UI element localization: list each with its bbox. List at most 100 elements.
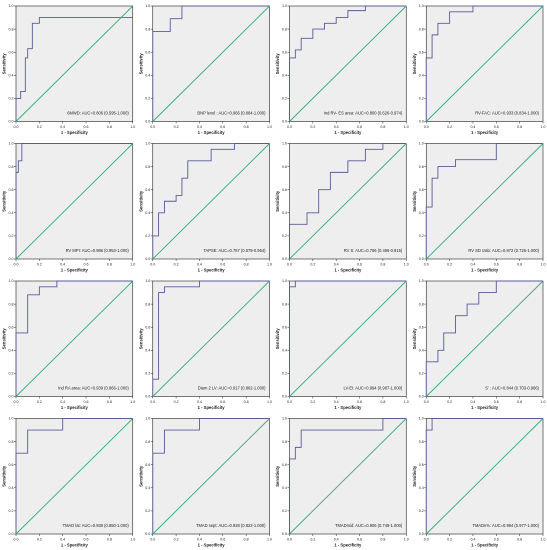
x-tick-label: 0.8 bbox=[107, 538, 112, 542]
roc-curve bbox=[15, 17, 133, 122]
auc-annotation: RV S: AUC=0.706 (0.496-0.915) bbox=[344, 248, 403, 253]
y-tick-label: 0.8 bbox=[282, 440, 287, 444]
reference-line bbox=[289, 143, 407, 260]
y-tick-label: 0.2 bbox=[419, 509, 424, 513]
y-tick-label: 0.6 bbox=[419, 325, 424, 329]
roc-panel: 0.0 0.2 0.4 0.6 0.8 1.0 0.0 0.2 0.4 0.6 0.8 1.0 1 - … bbox=[275, 4, 409, 135]
x-tick-label: 0.0 bbox=[150, 125, 155, 129]
y-tick-label: 0.0 bbox=[282, 120, 287, 124]
x-axis-label: 1 - Specificity bbox=[61, 130, 89, 135]
y-tick-label: 0.8 bbox=[9, 165, 14, 169]
y-tick-label: 0.6 bbox=[145, 188, 150, 192]
x-tick-label: 0.6 bbox=[220, 125, 225, 129]
roc-curve bbox=[152, 280, 270, 397]
roc-curve bbox=[289, 280, 407, 397]
x-tick-label: 0.8 bbox=[380, 263, 385, 267]
auc-annotation: Diam 2 LV: AUC=0.917 (0.802-1.000) bbox=[198, 386, 266, 391]
y-tick-label: 0.0 bbox=[145, 257, 150, 261]
x-tick-label: 0.2 bbox=[310, 125, 315, 129]
x-tick-label: 0.4 bbox=[60, 125, 65, 129]
x-tick-label: 0.0 bbox=[14, 400, 19, 404]
y-tick-label: 0.2 bbox=[282, 97, 287, 101]
y-tick-label: 0.4 bbox=[282, 211, 287, 215]
x-tick-label: 0.2 bbox=[447, 263, 452, 267]
roc-curve bbox=[425, 280, 543, 397]
x-tick-label: 0.4 bbox=[470, 400, 475, 404]
reference-line bbox=[289, 5, 407, 122]
x-tick-label: 0.6 bbox=[84, 538, 89, 542]
y-tick-label: 0.2 bbox=[145, 97, 150, 101]
y-tick-label: 0.4 bbox=[282, 74, 287, 78]
x-tick-label: 0.8 bbox=[517, 263, 522, 267]
x-tick-label: 0.8 bbox=[107, 400, 112, 404]
y-tick-label: 0.0 bbox=[9, 257, 14, 261]
y-axis-label: Sensitivity bbox=[2, 190, 7, 212]
x-tick-label: 0.0 bbox=[287, 538, 292, 542]
y-tick-label: 0.4 bbox=[282, 349, 287, 353]
reference-line bbox=[152, 5, 270, 122]
y-tick-label: 0.2 bbox=[9, 372, 14, 376]
x-tick-label: 0.2 bbox=[447, 125, 452, 129]
x-axis-label: 1 - Specificity bbox=[334, 405, 362, 410]
x-tick-label: 0.0 bbox=[150, 538, 155, 542]
x-tick-label: 0.0 bbox=[287, 400, 292, 404]
y-tick-label: 0.8 bbox=[419, 27, 424, 31]
x-tick-label: 0.2 bbox=[174, 400, 179, 404]
x-tick-label: 0.6 bbox=[357, 400, 362, 404]
x-tick-label: 0.6 bbox=[494, 400, 499, 404]
y-tick-label: 0.0 bbox=[145, 120, 150, 124]
roc-curve bbox=[15, 280, 133, 397]
x-tick-label: 0.2 bbox=[174, 125, 179, 129]
auc-annotation: TMAD lat: AUC=0.939 (0.850-1.000) bbox=[63, 523, 130, 528]
y-tick-label: 0.0 bbox=[419, 257, 424, 261]
x-tick-label: 1.0 bbox=[404, 263, 409, 267]
x-tick-label: 0.0 bbox=[287, 263, 292, 267]
x-tick-label: 0.4 bbox=[197, 263, 202, 267]
roc-panel: 0.0 0.2 0.4 0.6 0.8 1.0 0.0 0.2 0.4 0.6 0.8 1.0 1 - … bbox=[2, 142, 136, 273]
auc-annotation: RV SD ratio: AUC=0.872 (0.726-1.000) bbox=[468, 248, 539, 253]
x-tick-label: 0.6 bbox=[84, 125, 89, 129]
y-tick-label: 0.2 bbox=[282, 372, 287, 376]
y-tick-label: 0.8 bbox=[282, 165, 287, 169]
x-tick-label: 0.0 bbox=[14, 125, 19, 129]
reference-line bbox=[15, 418, 134, 535]
x-tick-label: 0.2 bbox=[37, 125, 42, 129]
roc-panel: 0.0 0.2 0.4 0.6 0.8 1.0 0.0 0.2 0.4 0.6 0.8 1.0 1 - … bbox=[138, 4, 272, 135]
y-tick-label: 1.0 bbox=[145, 279, 150, 283]
x-tick-label: 0.0 bbox=[150, 400, 155, 404]
x-tick-label: 1.0 bbox=[541, 538, 546, 542]
reference-line bbox=[289, 418, 407, 535]
x-tick-label: 0.8 bbox=[517, 125, 522, 129]
x-tick-label: 0.8 bbox=[380, 538, 385, 542]
y-tick-label: 0.4 bbox=[419, 74, 424, 78]
reference-line bbox=[425, 280, 544, 397]
x-axis-label: 1 - Specificity bbox=[198, 405, 226, 410]
x-axis-label: 1 - Specificity bbox=[198, 268, 226, 273]
y-tick-label: 0.2 bbox=[9, 97, 14, 101]
y-tick-label: 1.0 bbox=[9, 417, 14, 421]
x-tick-label: 0.2 bbox=[37, 400, 42, 404]
roc-curve bbox=[425, 5, 543, 122]
roc-panel: 0.0 0.2 0.4 0.6 0.8 1.0 0.0 0.2 0.4 0.6 0.8 1.0 1 - … bbox=[412, 279, 546, 410]
x-tick-label: 0.8 bbox=[107, 263, 112, 267]
y-tick-label: 0.6 bbox=[145, 325, 150, 329]
auc-annotation: Ind RV- ES area: AUC=0.800 (0.626-0.974) bbox=[324, 111, 403, 116]
y-axis-label: Sensitivity bbox=[138, 190, 143, 212]
x-tick-label: 0.4 bbox=[60, 263, 65, 267]
x-axis-label: 1 - Specificity bbox=[61, 268, 89, 273]
x-tick-label: 0.2 bbox=[447, 538, 452, 542]
roc-curve bbox=[15, 418, 133, 534]
y-tick-label: 0.4 bbox=[145, 486, 150, 490]
reference-line bbox=[152, 143, 270, 260]
y-tick-label: 0.4 bbox=[145, 349, 150, 353]
y-axis-label: Sensitivity bbox=[138, 53, 143, 75]
roc-panel: 0.0 0.2 0.4 0.6 0.8 1.0 0.0 0.2 0.4 0.6 0.8 1.0 1 - … bbox=[412, 4, 546, 135]
y-tick-label: 0.4 bbox=[282, 486, 287, 490]
auc-annotation: TMADmid: AUC=0.906 (0.749-1.000) bbox=[335, 523, 403, 528]
y-tick-label: 0.2 bbox=[282, 234, 287, 238]
y-tick-label: 0.4 bbox=[9, 211, 14, 215]
y-tick-label: 0.6 bbox=[9, 188, 14, 192]
roc-panel: 0.0 0.2 0.4 0.6 0.8 1.0 0.0 0.2 0.4 0.6 0.8 1.0 1 - … bbox=[2, 279, 136, 410]
y-tick-label: 0.2 bbox=[419, 372, 424, 376]
